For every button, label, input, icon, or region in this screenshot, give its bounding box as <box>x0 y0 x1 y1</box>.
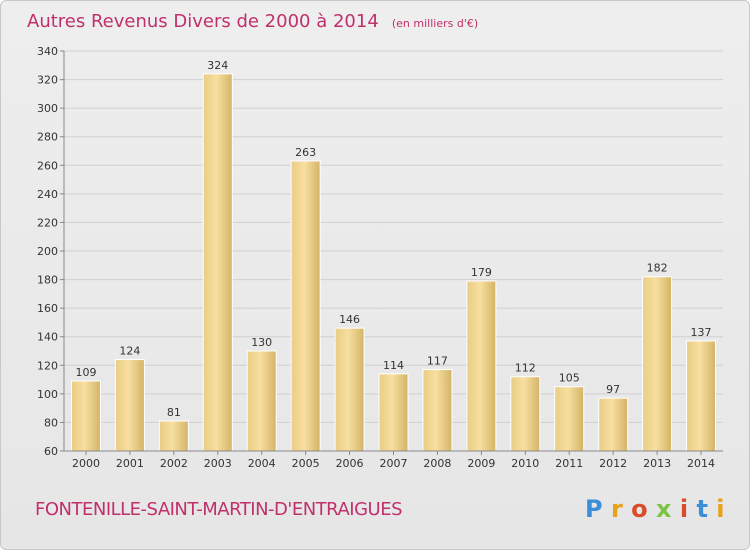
x-tick-label: 2000 <box>72 457 100 470</box>
x-tick-label: 2003 <box>204 457 232 470</box>
chart-title-main: Autres Revenus Divers de 2000 à 2014 <box>27 11 379 32</box>
data-label-2004: 130 <box>251 336 272 349</box>
logo-letter-t: t <box>696 495 707 523</box>
data-labels: 109 124 81 324 130 263 146 114 117 179 112 105 97 182… <box>75 59 711 419</box>
x-tick-label: 2012 <box>599 457 627 470</box>
x-tick-label: 2006 <box>336 457 364 470</box>
data-label-2007: 114 <box>383 359 404 372</box>
y-tick-label: 140 <box>37 331 58 344</box>
x-tick-label: 2004 <box>248 457 276 470</box>
x-tick-label: 2008 <box>423 457 451 470</box>
bar-2001 <box>114 359 145 452</box>
bar-2000 <box>70 380 101 452</box>
x-tick-label: 2005 <box>292 457 320 470</box>
bar-2011 <box>554 386 585 452</box>
y-tick-label: 200 <box>37 245 58 258</box>
logo-letter-r: r <box>611 495 623 523</box>
bar-2009 <box>466 280 497 452</box>
x-tick-label: 2007 <box>380 457 408 470</box>
y-tick-label: 180 <box>37 274 58 287</box>
y-tick-label: 160 <box>37 302 58 315</box>
y-tick-label: 300 <box>37 102 58 115</box>
logo-letter-p: P <box>585 495 603 523</box>
x-tick-label: 2013 <box>643 457 671 470</box>
bar-2005 <box>290 160 321 452</box>
bar-2006 <box>334 327 365 452</box>
bar-2012 <box>598 397 629 452</box>
data-label-2005: 263 <box>295 146 316 159</box>
logo-letter-x: x <box>656 495 672 523</box>
bar-2008 <box>422 369 453 452</box>
y-tick-label: 100 <box>37 388 58 401</box>
y-tick-label: 320 <box>37 74 58 87</box>
bar-2010 <box>510 376 541 452</box>
logo-letter-i: i <box>680 495 688 523</box>
commune-name: FONTENILLE-SAINT-MARTIN-D'ENTRAIGUES <box>35 499 402 520</box>
y-tick-label: 260 <box>37 159 58 172</box>
bars <box>70 73 717 452</box>
bar-2004 <box>246 350 277 452</box>
y-tick-label: 220 <box>37 216 58 229</box>
y-tick-label: 80 <box>44 416 58 429</box>
bar-2013 <box>642 276 673 452</box>
chart-title: Autres Revenus Divers de 2000 à 2014 (en… <box>27 11 478 32</box>
data-label-2011: 105 <box>559 372 580 385</box>
y-tick-label: 340 <box>37 45 58 58</box>
data-label-2014: 137 <box>691 326 712 339</box>
data-label-2000: 109 <box>75 366 96 379</box>
data-label-2010: 112 <box>515 362 536 375</box>
y-tick-label: 280 <box>37 131 58 144</box>
data-label-2013: 182 <box>647 262 668 275</box>
data-label-2006: 146 <box>339 313 360 326</box>
x-axis-ticks: 2000 2001 2002 2003 2004 2005 2006 2007 2008 2009… <box>72 451 715 470</box>
proxiti-logo: P r o x i t i <box>585 495 725 523</box>
x-tick-label: 2002 <box>160 457 188 470</box>
data-label-2008: 117 <box>427 355 448 368</box>
chart-title-unit: (en milliers d'€) <box>392 17 478 30</box>
bar-2014 <box>686 340 717 452</box>
x-tick-label: 2014 <box>687 457 715 470</box>
y-tick-label: 60 <box>44 445 58 458</box>
y-tick-label: 120 <box>37 359 58 372</box>
x-tick-label: 2011 <box>555 457 583 470</box>
data-label-2009: 179 <box>471 266 492 279</box>
y-tick-label: 240 <box>37 188 58 201</box>
bar-2002 <box>158 420 189 452</box>
bar-2007 <box>378 373 409 452</box>
x-tick-label: 2001 <box>116 457 144 470</box>
x-tick-label: 2010 <box>511 457 539 470</box>
data-label-2012: 97 <box>606 383 620 396</box>
data-label-2001: 124 <box>119 345 140 358</box>
x-tick-label: 2009 <box>467 457 495 470</box>
data-label-2002: 81 <box>167 406 181 419</box>
logo-letter-o: o <box>631 495 648 523</box>
data-label-2003: 324 <box>207 59 228 72</box>
y-axis-ticks: 60 80 100 120 140 160 180 200 220 240 260 280 300 320… <box>37 45 64 458</box>
logo-letter-i2: i <box>716 495 724 523</box>
grid-lines <box>64 50 723 452</box>
bar-2003 <box>202 73 233 452</box>
